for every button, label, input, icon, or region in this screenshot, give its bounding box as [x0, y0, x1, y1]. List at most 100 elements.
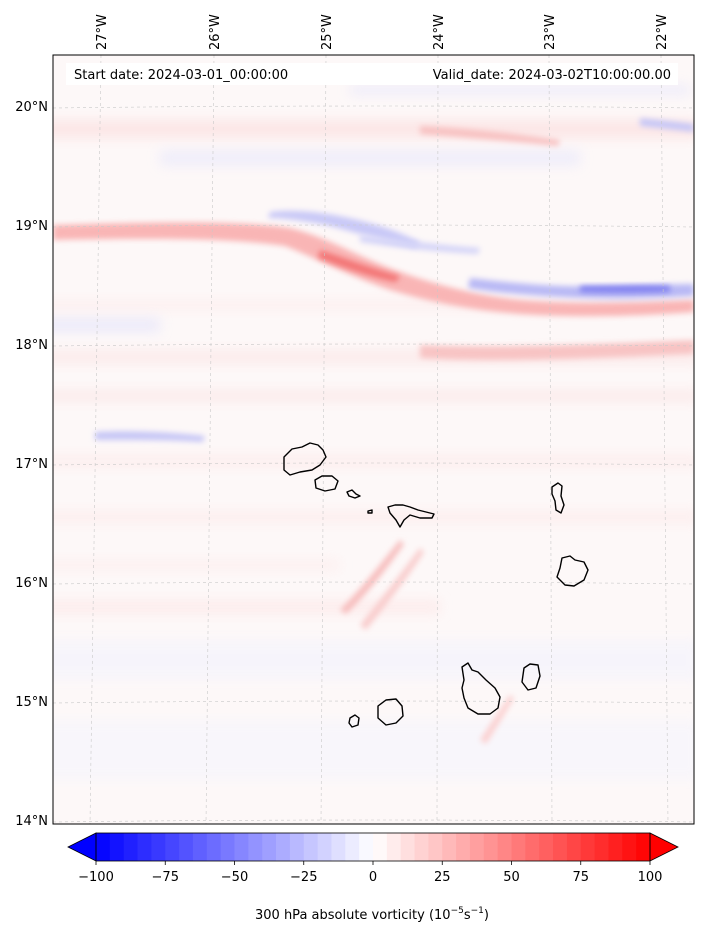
colorbar-step — [539, 833, 554, 861]
longitude-tick-label: 27°W — [95, 14, 110, 50]
longitude-labels: 27°W 26°W 25°W 24°W 23°W 22°W — [95, 14, 670, 50]
colorbar-step — [566, 833, 582, 861]
colorbar-step — [373, 833, 388, 861]
parallel-line — [53, 462, 694, 466]
colorbar-step — [206, 833, 222, 861]
colorbar-step — [622, 833, 637, 861]
latitude-tick-label: 17°N — [15, 457, 48, 472]
start-date-label: Start date: 2024-03-01_00:00:00 — [74, 68, 288, 83]
colorbar-tick-label: −100 — [78, 870, 114, 885]
colorbar-step — [303, 833, 319, 861]
colorbar-extend-max — [649, 832, 679, 862]
parallel-line — [53, 819, 694, 823]
meridian-line — [89, 55, 102, 824]
parallel-line — [53, 700, 694, 704]
colorbar-step — [192, 833, 208, 861]
colorbar-tick-label: 0 — [369, 870, 377, 885]
parallel-line — [53, 105, 694, 109]
colorbar-step — [151, 833, 166, 861]
colorbar-step — [511, 833, 526, 861]
island-sao-vicente — [314, 475, 339, 492]
colorbar-step — [469, 833, 485, 861]
colorbar-step — [220, 833, 235, 861]
header-box — [66, 63, 678, 85]
colorbar-step — [317, 833, 332, 861]
island-santa-luzia — [346, 489, 361, 499]
gridlines — [53, 55, 694, 824]
vorticity-field — [53, 85, 694, 780]
meridian-line — [548, 55, 553, 824]
island-santiago — [461, 662, 501, 715]
colorbar-step — [345, 833, 360, 861]
colorbar-tick-label: 75 — [572, 870, 589, 885]
meridian-line — [436, 55, 439, 824]
longitude-tick-label: 25°W — [320, 14, 335, 50]
colorbar-step — [594, 833, 609, 861]
island-branco — [367, 509, 373, 514]
colorbar-step — [386, 833, 402, 861]
colorbar-step — [276, 833, 291, 861]
meridian-line — [205, 55, 215, 824]
colorbar-step — [400, 833, 416, 861]
colorbar-step — [483, 833, 499, 861]
colorbar-tick-label: 25 — [434, 870, 451, 885]
longitude-tick-label: 23°W — [543, 14, 558, 50]
colorbar-step — [96, 833, 111, 861]
latitude-tick-label: 16°N — [15, 576, 48, 591]
latitude-tick-label: 14°N — [15, 814, 48, 829]
map-frame — [52, 54, 695, 825]
colorbar-tick-label: −75 — [152, 870, 179, 885]
latitude-tick-label: 15°N — [15, 695, 48, 710]
colorbar-tick-label: 50 — [503, 870, 520, 885]
colorbar-step — [497, 833, 512, 861]
island-santo-antao — [283, 442, 327, 476]
colorbar-step — [109, 833, 125, 861]
meridian-line — [320, 55, 327, 824]
parallel-line — [53, 581, 694, 585]
colorbar-step — [456, 833, 471, 861]
colorbar-step — [179, 833, 194, 861]
colorbar-step — [234, 833, 249, 861]
colorbar-tick-label: −50 — [221, 870, 248, 885]
colorbar-step — [331, 833, 346, 861]
island-sal — [551, 482, 565, 514]
longitude-tick-label: 24°W — [432, 14, 447, 50]
colorbar-ticks: −100 −75 −50 −25 0 25 50 75 100 — [78, 861, 662, 885]
parallel-line — [53, 224, 694, 228]
colorbar: −100 −75 −50 −25 0 25 50 75 100 300 hPa absolute… — [67, 832, 679, 923]
colorbar-step — [580, 833, 596, 861]
longitude-tick-label: 26°W — [208, 14, 223, 50]
longitude-tick-label: 22°W — [655, 14, 670, 50]
colorbar-step — [636, 833, 651, 861]
island-maio — [521, 663, 541, 691]
valid-date-label: Valid_date: 2024-03-02T10:00:00.00 — [433, 68, 671, 83]
colorbar-step — [137, 833, 152, 861]
colorbar-step — [165, 833, 180, 861]
colorbar-step — [248, 833, 263, 861]
colorbar-label: 300 hPa absolute vorticity (10−5s−1) — [255, 906, 489, 923]
colorbar-steps — [96, 833, 651, 861]
colorbar-tick-label: 100 — [638, 870, 663, 885]
parallel-line — [53, 343, 694, 347]
latitude-labels: 20°N 19°N 18°N 17°N 16°N 15°N 14°N — [15, 100, 48, 829]
colorbar-step — [608, 833, 623, 861]
colorbar-step — [414, 833, 429, 861]
island-brava — [348, 714, 360, 728]
colorbar-step — [123, 833, 139, 861]
map-plot-area — [52, 54, 695, 825]
colorbar-step — [359, 833, 374, 861]
latitude-tick-label: 19°N — [15, 219, 48, 234]
island-sao-nicolau — [387, 504, 435, 528]
island-boa-vista — [556, 555, 589, 587]
colorbar-tick-label: −25 — [290, 870, 317, 885]
latitude-tick-label: 20°N — [15, 100, 48, 115]
colorbar-extend-min — [67, 832, 97, 862]
meridian-line — [660, 55, 669, 824]
colorbar-step — [289, 833, 305, 861]
colorbar-step — [525, 833, 540, 861]
colorbar-step — [428, 833, 443, 861]
colorbar-step — [262, 833, 277, 861]
colorbar-step — [553, 833, 568, 861]
coastlines — [283, 442, 589, 728]
